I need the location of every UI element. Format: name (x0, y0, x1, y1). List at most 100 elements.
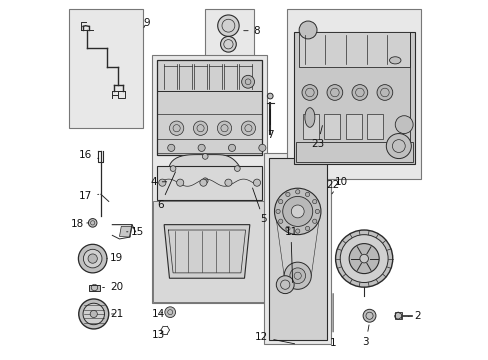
Circle shape (164, 307, 175, 318)
Circle shape (274, 188, 320, 235)
Bar (268, 158, 326, 340)
Text: 3: 3 (362, 325, 368, 347)
Text: 8: 8 (243, 26, 260, 36)
Circle shape (282, 197, 312, 226)
Circle shape (234, 166, 240, 171)
Circle shape (220, 36, 236, 52)
Text: 9: 9 (142, 18, 149, 28)
Circle shape (289, 268, 305, 284)
Circle shape (299, 21, 316, 39)
Text: 2: 2 (408, 311, 420, 321)
Text: 21: 21 (110, 309, 123, 319)
Circle shape (376, 85, 392, 100)
Circle shape (176, 179, 183, 186)
Circle shape (305, 192, 309, 197)
Text: 23: 23 (310, 126, 324, 149)
Circle shape (241, 121, 255, 135)
Text: 22: 22 (326, 180, 339, 190)
Bar (264, 153, 330, 344)
Circle shape (217, 121, 231, 135)
Text: 6: 6 (157, 172, 175, 210)
Bar (118, 91, 124, 98)
Circle shape (79, 299, 108, 329)
Polygon shape (119, 226, 132, 237)
Circle shape (78, 244, 107, 273)
Circle shape (326, 85, 342, 100)
Circle shape (170, 166, 176, 171)
Circle shape (285, 226, 289, 231)
Circle shape (291, 205, 304, 218)
Circle shape (315, 209, 319, 213)
Text: 16: 16 (79, 150, 99, 160)
Circle shape (267, 93, 272, 99)
Text: 14: 14 (151, 309, 164, 319)
Bar (205, 9, 254, 59)
Circle shape (348, 244, 378, 274)
Text: 1: 1 (329, 293, 336, 347)
Bar (293, 32, 414, 164)
Circle shape (228, 144, 235, 152)
Circle shape (83, 303, 104, 325)
Bar (157, 166, 262, 200)
Text: 12: 12 (255, 332, 294, 344)
Circle shape (258, 144, 265, 152)
Polygon shape (169, 154, 241, 185)
Circle shape (312, 219, 316, 224)
Circle shape (241, 75, 254, 88)
Circle shape (312, 199, 316, 204)
Circle shape (169, 121, 183, 135)
Text: 4: 4 (150, 177, 166, 187)
Circle shape (340, 235, 387, 283)
Circle shape (83, 249, 102, 268)
Circle shape (159, 179, 165, 186)
Text: 7: 7 (266, 109, 273, 140)
Bar (69, 9, 142, 128)
Text: 13: 13 (151, 330, 164, 341)
Ellipse shape (304, 108, 314, 127)
Circle shape (88, 219, 97, 227)
Circle shape (363, 309, 375, 322)
Circle shape (275, 209, 280, 213)
Bar (87, 249, 98, 253)
Bar (287, 9, 421, 179)
Text: 20: 20 (102, 282, 123, 292)
Circle shape (200, 179, 206, 186)
Circle shape (202, 154, 207, 159)
Bar (151, 55, 266, 303)
Circle shape (198, 144, 205, 152)
Circle shape (394, 116, 412, 134)
Bar (295, 143, 412, 162)
Text: 17: 17 (79, 191, 99, 201)
Circle shape (284, 262, 311, 289)
Circle shape (217, 15, 239, 36)
Circle shape (224, 179, 231, 186)
Circle shape (276, 276, 294, 294)
Bar (157, 60, 262, 155)
Bar (89, 285, 100, 291)
Circle shape (386, 134, 410, 158)
Text: 15: 15 (126, 227, 143, 237)
Bar (152, 201, 264, 302)
Bar (324, 114, 340, 139)
Text: 19: 19 (107, 253, 123, 263)
Circle shape (351, 85, 367, 100)
Circle shape (278, 219, 282, 224)
Circle shape (295, 229, 299, 233)
Circle shape (202, 178, 207, 184)
Circle shape (278, 199, 282, 204)
Circle shape (295, 190, 299, 194)
Circle shape (335, 230, 392, 287)
Bar (299, 32, 408, 67)
Bar (366, 114, 382, 139)
Text: 18: 18 (71, 219, 88, 229)
Circle shape (285, 192, 289, 197)
Circle shape (305, 226, 309, 231)
Bar (302, 114, 318, 139)
Text: 10: 10 (331, 177, 347, 194)
Bar (345, 114, 361, 139)
Circle shape (193, 121, 207, 135)
Circle shape (167, 144, 175, 152)
Ellipse shape (389, 57, 400, 64)
Circle shape (90, 310, 97, 318)
Circle shape (253, 179, 260, 186)
